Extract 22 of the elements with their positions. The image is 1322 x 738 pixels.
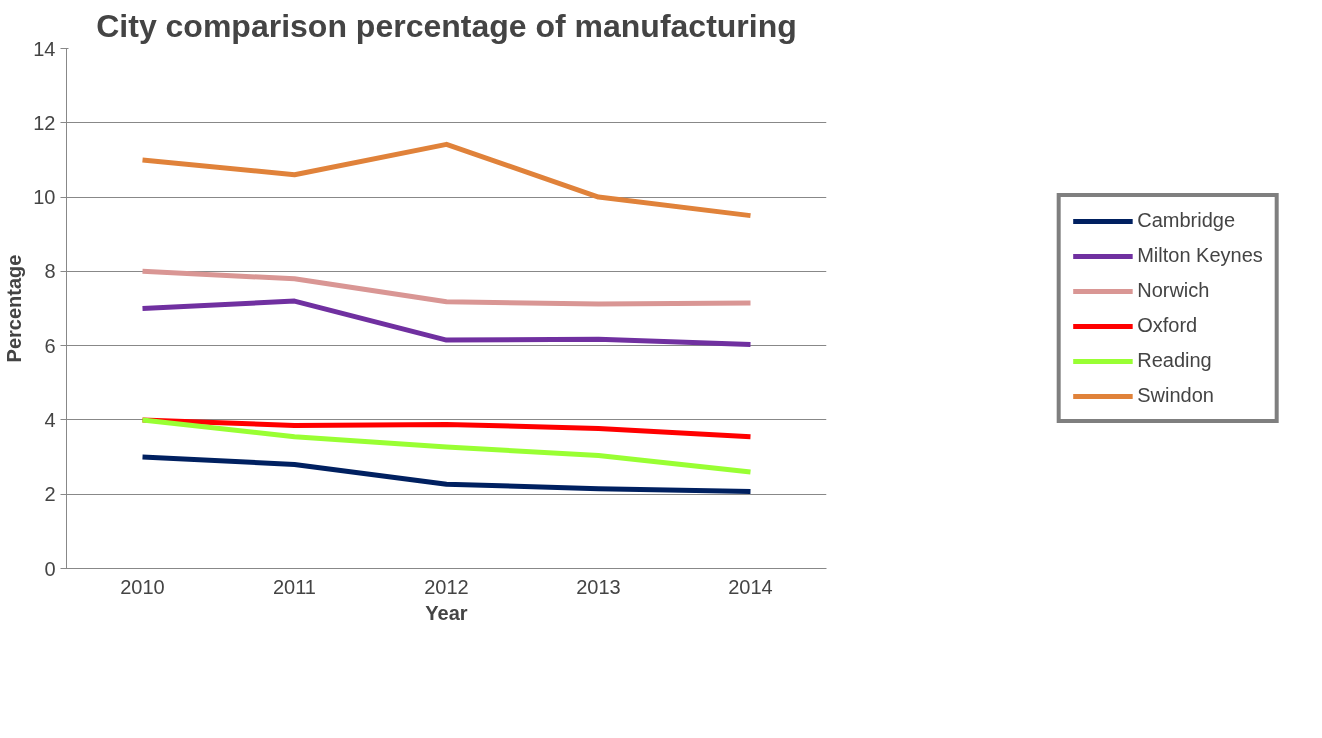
legend-label: Oxford [1137, 314, 1198, 337]
x-tick-label: 2013 [576, 575, 621, 598]
legend-label: Milton Keynes [1137, 244, 1263, 267]
legend-label: Norwich [1137, 279, 1210, 302]
legend-label: Swindon [1137, 384, 1214, 407]
y-tick-label: 14 [33, 37, 56, 60]
y-tick-label: 12 [33, 111, 56, 134]
y-axis-title: Percentage [3, 254, 26, 363]
y-tick-label: 0 [44, 557, 56, 580]
y-tick-label: 6 [44, 334, 56, 357]
x-axis-title: Year [425, 601, 468, 624]
legend-label: Reading [1137, 349, 1212, 372]
x-tick-label: 2012 [424, 575, 469, 598]
y-tick-label: 4 [44, 408, 56, 431]
legend-label: Cambridge [1137, 209, 1236, 232]
y-tick-label: 10 [33, 186, 56, 209]
y-tick-label: 8 [44, 260, 56, 283]
x-tick-label: 2014 [728, 575, 773, 598]
x-tick-label: 2011 [273, 575, 317, 598]
y-tick-label: 2 [44, 483, 56, 506]
x-tick-label: 2010 [120, 575, 165, 598]
chart-title: City comparison percentage of manufacturing [96, 7, 797, 44]
